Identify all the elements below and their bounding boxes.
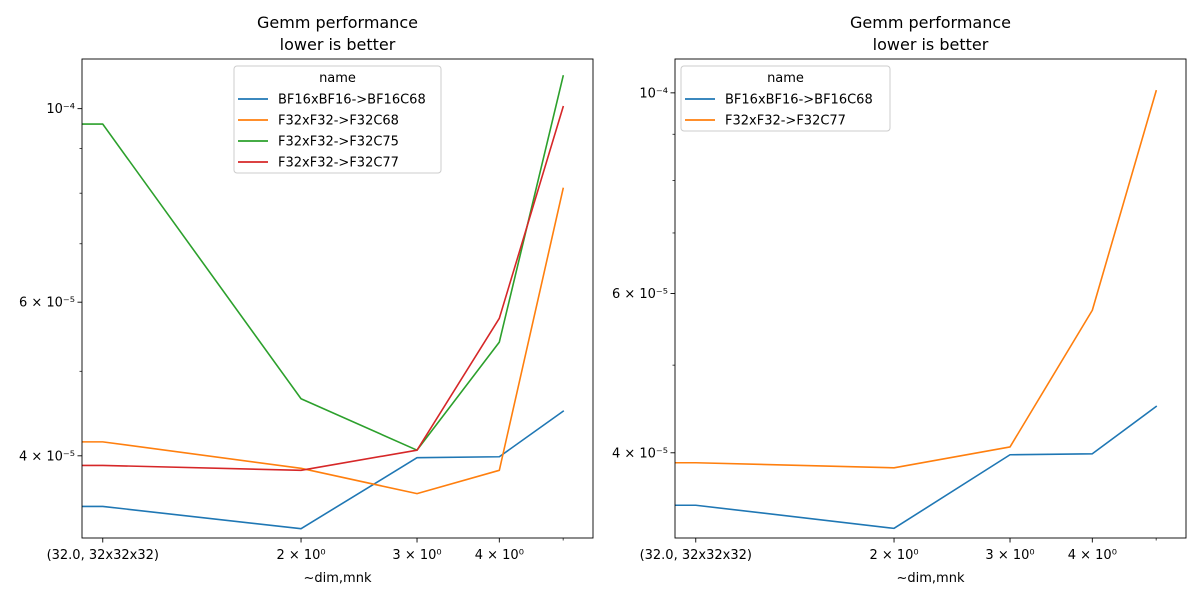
legend: name BF16xBF16->BF16C68 F32xF32->F32C68 F32… xyxy=(233,65,442,174)
chart-panel-2: Gemm performance lower is better (32.0, 32… xyxy=(612,13,1187,586)
series-group xyxy=(675,89,1158,530)
series-line-2 xyxy=(82,187,565,495)
legend-entry-label: F32xF32->F32C77 xyxy=(278,156,399,171)
series-line-4 xyxy=(82,105,565,472)
x-tick-label: (32.0, 32x32x32) xyxy=(47,548,159,563)
legend-box xyxy=(233,65,442,174)
legend-entry-label: F32xF32->F32C68 xyxy=(278,114,399,129)
legend-title: name xyxy=(319,71,356,86)
x-tick-label: 4 × 10⁰ xyxy=(1068,548,1117,563)
x-tick-label: 4 × 10⁰ xyxy=(475,548,524,563)
x-tick-label: (32.0, 32x32x32) xyxy=(640,548,752,563)
chart-subtitle: lower is better xyxy=(873,35,989,54)
legend-box xyxy=(680,65,891,132)
chart-panel-1: Gemm performance lower is better (32.0, 32… xyxy=(19,13,594,586)
legend: name BF16xBF16->BF16C68 F32xF32->F32C77 xyxy=(680,65,891,132)
y-tick-label: 4 × 10⁻⁵ xyxy=(19,449,75,464)
y-tick-label: 6 × 10⁻⁵ xyxy=(612,287,668,302)
series-line-2 xyxy=(675,89,1158,469)
chart-title: Gemm performance xyxy=(850,13,1011,32)
legend-entry-label: F32xF32->F32C77 xyxy=(725,114,846,129)
y-tick-label: 4 × 10⁻⁵ xyxy=(612,446,668,461)
x-axis-label: ~dim,mnk xyxy=(897,571,965,586)
legend-title: name xyxy=(767,71,804,86)
x-tick-label: 3 × 10⁰ xyxy=(392,548,441,563)
y-tick-label: 10⁻⁴ xyxy=(639,86,668,101)
series-group xyxy=(82,75,565,530)
series-line-3 xyxy=(82,75,565,451)
series-line-1 xyxy=(675,405,1158,530)
legend-entry-label: F32xF32->F32C75 xyxy=(278,135,399,150)
x-axis-label: ~dim,mnk xyxy=(304,571,372,586)
legend-entry-label: BF16xBF16->BF16C68 xyxy=(278,93,426,108)
x-tick-label: 3 × 10⁰ xyxy=(985,548,1034,563)
x-tick-label: 2 × 10⁰ xyxy=(869,548,918,563)
axes-frame xyxy=(674,58,1187,539)
chart-title: Gemm performance xyxy=(257,13,418,32)
legend-entry-label: BF16xBF16->BF16C68 xyxy=(725,93,873,108)
chart-subtitle: lower is better xyxy=(280,35,396,54)
series-line-1 xyxy=(82,410,565,530)
x-tick-label: 2 × 10⁰ xyxy=(276,548,325,563)
y-tick-label: 6 × 10⁻⁵ xyxy=(19,296,75,311)
y-tick-label: 10⁻⁴ xyxy=(46,102,75,117)
axes-frame xyxy=(81,58,594,539)
